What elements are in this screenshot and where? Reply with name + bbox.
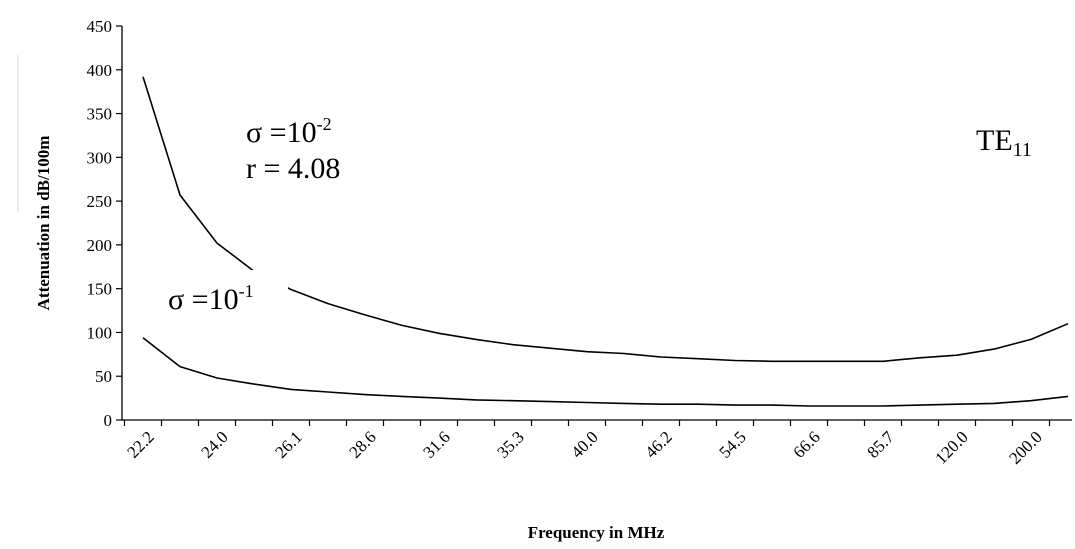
y-axis-title: Attenuation in dB/100m bbox=[34, 136, 53, 311]
y-tick-label: 350 bbox=[87, 105, 113, 124]
x-tick-label: 85.7 bbox=[863, 427, 898, 462]
sigma-high-exponent: -2 bbox=[317, 114, 332, 134]
y-tick-label: 450 bbox=[87, 17, 113, 36]
label-backdrop bbox=[228, 270, 288, 304]
series-line-sigma-1e-1 bbox=[142, 337, 1069, 407]
x-tick-label: 28.6 bbox=[345, 427, 379, 461]
x-tick-label: 24.0 bbox=[197, 427, 231, 461]
y-tick-label: 400 bbox=[87, 61, 113, 80]
x-tick-label: 26.1 bbox=[271, 427, 305, 461]
x-axis-ticks: 22.2 24.0 26.1 28.6 31.6 35.3 40.0 46.2 54.5 66.6… bbox=[123, 420, 1051, 468]
svg-text:σ =10-1: σ =10-1 bbox=[168, 281, 254, 316]
x-tick-label: 22.2 bbox=[123, 427, 157, 461]
svg-text:TE11: TE11 bbox=[976, 124, 1032, 161]
sigma-low-base: σ =10 bbox=[168, 283, 239, 316]
x-tick-label: 120.0 bbox=[931, 427, 971, 467]
x-tick-label: 200.0 bbox=[1005, 427, 1045, 467]
sigma-low-exponent: -1 bbox=[239, 281, 254, 301]
series-line-sigma-1e-2 bbox=[142, 76, 1069, 363]
x-tick-label: 40.0 bbox=[567, 427, 601, 461]
x-tick-label: 46.2 bbox=[641, 427, 675, 461]
plot-frame bbox=[17, 26, 1072, 421]
svg-text:σ =10-2: σ =10-2 bbox=[246, 114, 332, 149]
y-tick-label: 200 bbox=[87, 236, 113, 255]
mode-base: TE bbox=[976, 124, 1013, 157]
x-tick-label: 66.6 bbox=[789, 427, 823, 461]
x-tick-label: 35.3 bbox=[493, 427, 527, 461]
y-tick-label: 50 bbox=[95, 367, 112, 386]
mode-label: TE11 bbox=[976, 124, 1032, 161]
y-tick-label: 100 bbox=[87, 323, 113, 342]
y-tick-label: 150 bbox=[87, 280, 113, 299]
sigma-high-base: σ =10 bbox=[246, 116, 317, 149]
mode-subscript: 11 bbox=[1013, 139, 1032, 161]
x-tick-label: 31.6 bbox=[419, 427, 453, 461]
x-axis-title: Frequency in MHz bbox=[528, 523, 665, 542]
annotation-sigma-high: σ =10-2 bbox=[246, 114, 332, 149]
x-tick-label: 54.5 bbox=[715, 427, 749, 461]
y-tick-label: 0 bbox=[104, 411, 113, 430]
y-tick-label: 300 bbox=[87, 148, 113, 167]
y-tick-label: 250 bbox=[87, 192, 113, 211]
annotation-sigma-low: σ =10-1 bbox=[168, 270, 288, 316]
r-value-label: r = 4.08 bbox=[246, 152, 340, 185]
series-layer bbox=[142, 76, 1069, 407]
y-axis-ticks: 0 50 100 150 200 250 300 350 400 450 bbox=[87, 17, 122, 430]
